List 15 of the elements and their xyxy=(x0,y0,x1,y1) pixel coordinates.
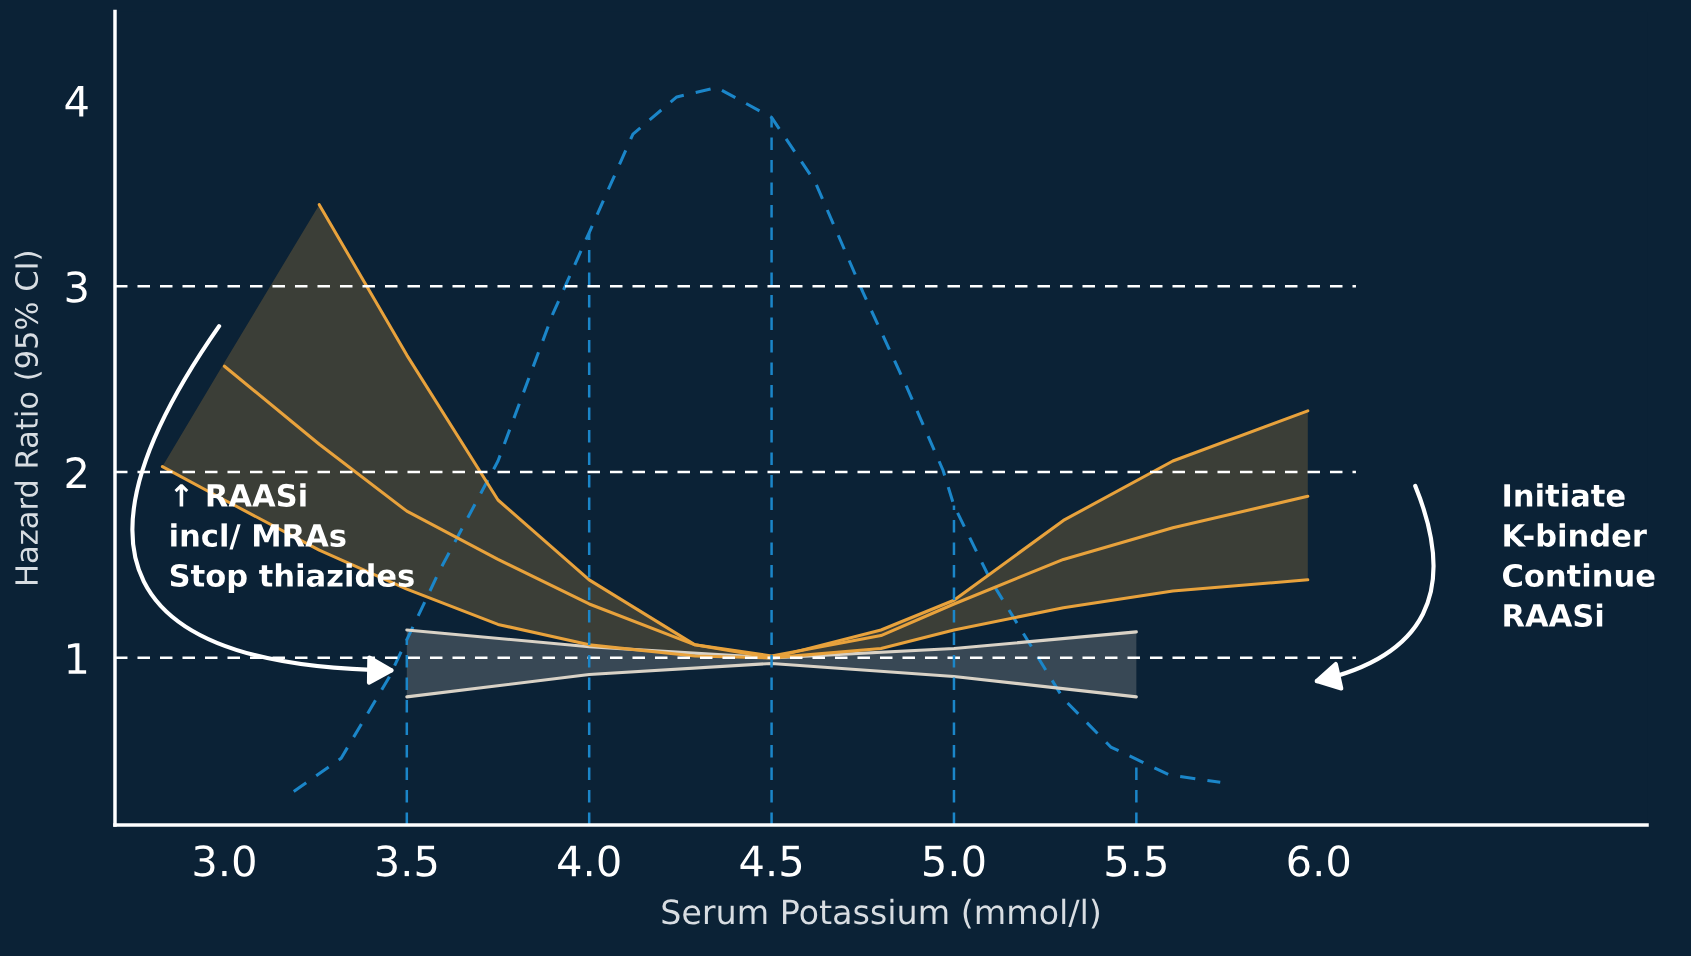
x-tick-label: 3.5 xyxy=(376,845,437,877)
y-tick-label: 1 xyxy=(68,643,87,674)
x-tick-label: 6.0 xyxy=(1288,845,1350,877)
annotation: Initiate K-binder Continue RAASi xyxy=(1503,483,1655,628)
y-tick-label: 2 xyxy=(66,457,86,488)
x-tick-label: 4.0 xyxy=(558,845,620,877)
x-tick-label: 4.5 xyxy=(740,845,802,877)
y-tick-label: 3 xyxy=(66,271,87,303)
x-tick-label: 3.0 xyxy=(194,845,255,877)
y-axis-title: Hazard Ratio (95% CI) xyxy=(14,252,42,585)
y-tick-label: 4 xyxy=(65,86,88,117)
x-axis-title: Serum Potassium (mmol/l) xyxy=(662,898,1099,929)
x-tick-label: 5.5 xyxy=(1106,845,1166,877)
x-tick-label: 5.0 xyxy=(924,845,985,877)
line-series xyxy=(405,661,1138,699)
